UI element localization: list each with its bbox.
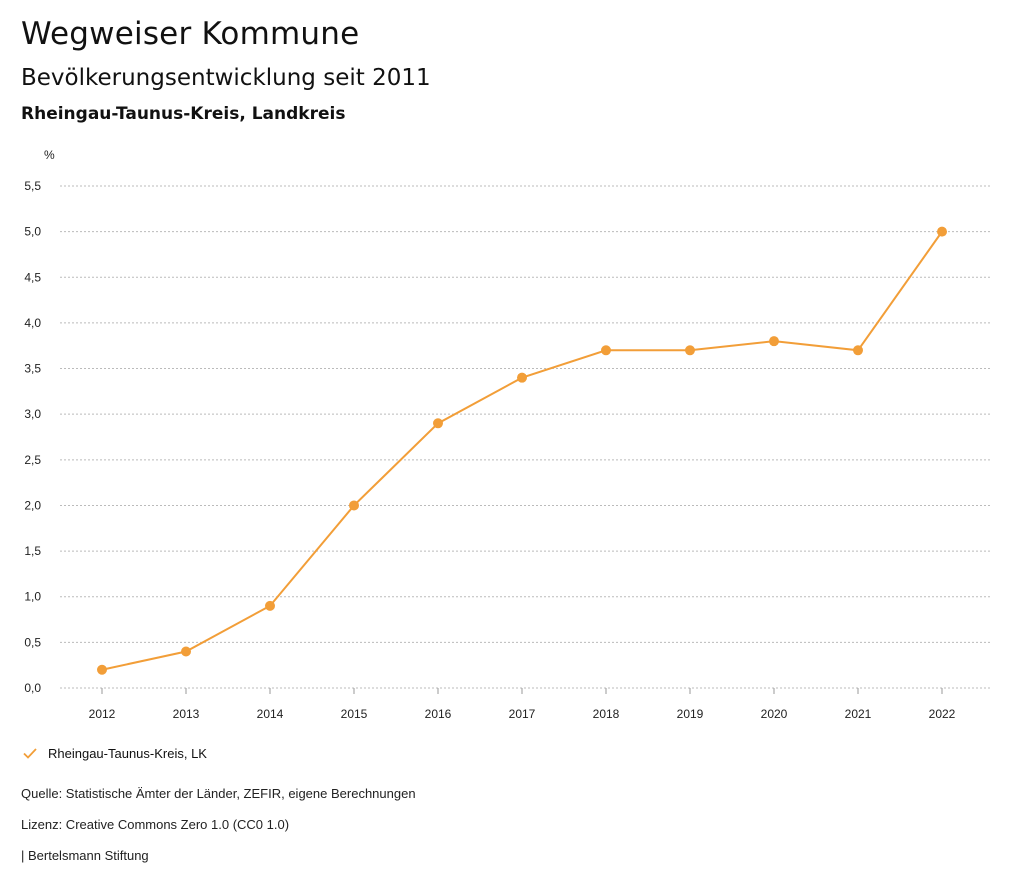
license-note: Lizenz: Creative Commons Zero 1.0 (CC0 1… — [21, 817, 290, 832]
x-tick-label: 2013 — [173, 707, 200, 721]
data-point[interactable] — [265, 600, 275, 611]
data-point[interactable] — [433, 418, 443, 429]
grid-lines — [60, 185, 992, 689]
x-tick-label: 2022 — [929, 707, 956, 721]
y-tick-label: 5,5 — [24, 179, 41, 193]
data-point[interactable] — [517, 372, 527, 383]
publisher-note: | Bertelsmann Stiftung — [21, 848, 149, 863]
data-point[interactable] — [349, 500, 359, 511]
data-point[interactable] — [181, 646, 191, 657]
series-points — [97, 226, 947, 675]
y-tick-label: 3,0 — [24, 407, 41, 421]
data-point[interactable] — [685, 345, 695, 356]
y-tick-label: 1,5 — [24, 544, 41, 558]
y-tick-label: 1,0 — [24, 590, 41, 604]
data-point[interactable] — [97, 664, 107, 675]
chart-subtitle: Bevölkerungsentwicklung seit 2011 — [21, 65, 431, 91]
y-tick-label: 5,0 — [24, 225, 41, 239]
y-tick-label: 3,5 — [24, 362, 41, 376]
data-point[interactable] — [601, 345, 611, 356]
region-name: Rheingau-Taunus-Kreis, Landkreis — [21, 104, 346, 124]
x-axis-ticks: 2012 2013 2014 2015 2016 2017 2018 2019 2020 2021… — [89, 688, 956, 721]
page-title: Wegweiser Kommune — [21, 16, 360, 52]
y-tick-label: 2,0 — [24, 498, 41, 512]
x-tick-label: 2020 — [761, 707, 788, 721]
data-point[interactable] — [937, 226, 947, 237]
x-tick-label: 2016 — [425, 707, 452, 721]
legend-label: Rheingau-Taunus-Kreis, LK — [48, 745, 207, 761]
x-tick-label: 2017 — [509, 707, 536, 721]
x-tick-label: 2021 — [845, 707, 872, 721]
y-axis-unit-label: % — [44, 148, 55, 162]
x-tick-label: 2019 — [677, 707, 704, 721]
x-tick-label: 2014 — [257, 707, 284, 721]
y-axis-ticks: 0,0 0,5 1,0 1,5 2,0 2,5 3,0 3,5 4,0 4,5 5,0 5,5 — [24, 179, 41, 695]
y-tick-label: 0,5 — [24, 635, 41, 649]
y-tick-label: 2,5 — [24, 453, 41, 467]
legend[interactable]: Rheingau-Taunus-Kreis, LK — [22, 745, 207, 761]
y-tick-label: 4,0 — [24, 316, 41, 330]
x-tick-label: 2015 — [341, 707, 368, 721]
series-line — [101, 231, 943, 671]
y-tick-label: 4,5 — [24, 270, 41, 284]
line-chart: % 0,0 0,5 1,0 1,5 2,0 2,5 3,0 3,5 4,0 4,5 5,0 5,5 2… — [24, 148, 992, 721]
data-point[interactable] — [769, 336, 779, 347]
checkmark-icon — [23, 748, 37, 759]
y-tick-label: 0,0 — [24, 681, 41, 695]
source-note: Quelle: Statistische Ämter der Länder, Z… — [21, 786, 416, 801]
x-tick-label: 2018 — [593, 707, 620, 721]
x-tick-label: 2012 — [89, 707, 116, 721]
data-point[interactable] — [853, 345, 863, 356]
